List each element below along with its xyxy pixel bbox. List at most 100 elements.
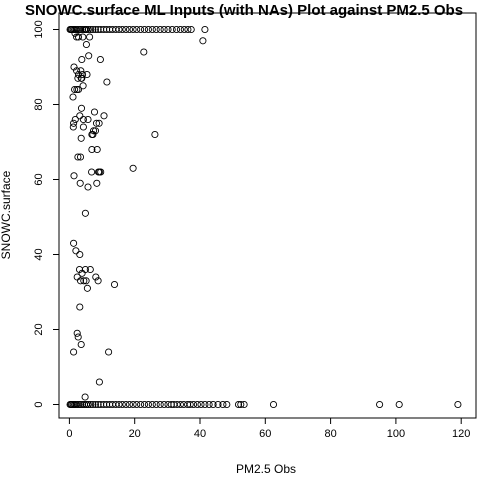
- data-point: [71, 29, 79, 37]
- data-point: [115, 25, 123, 34]
- data-point: [103, 78, 111, 86]
- data-point: [160, 25, 168, 34]
- data-point: [82, 40, 90, 49]
- data-point: [74, 74, 82, 82]
- data-point: [205, 400, 213, 409]
- data-point: [148, 25, 156, 34]
- plot-frame: [58, 12, 477, 419]
- data-point: [193, 400, 201, 409]
- data-point: [90, 108, 99, 116]
- data-point: [144, 25, 152, 34]
- data-point: [94, 25, 102, 34]
- data-point: [70, 119, 78, 127]
- y-axis-label: SNOWC.surface: [0, 170, 13, 259]
- data-point: [90, 127, 98, 135]
- data-point: [87, 25, 95, 34]
- data-point: [94, 400, 102, 409]
- data-point: [395, 400, 403, 409]
- data-point: [91, 25, 100, 34]
- data-point: [164, 25, 172, 34]
- data-point: [82, 277, 90, 285]
- y-axis: 0 20 40 60 80 100: [33, 20, 59, 408]
- data-point: [76, 112, 84, 120]
- data-point: [77, 134, 85, 142]
- data-point: [71, 115, 79, 124]
- data-point: [152, 25, 160, 34]
- data-point: [100, 112, 108, 120]
- data-point: [76, 153, 85, 161]
- data-point: [376, 400, 384, 409]
- data-point: [88, 130, 96, 139]
- chart-title: SNOWC.surface ML Inputs (with NAs) Plot …: [25, 2, 463, 19]
- data-point: [73, 329, 81, 337]
- data-point: [83, 284, 91, 292]
- data-point: [74, 333, 82, 341]
- data-point: [76, 303, 84, 311]
- data-point: [69, 93, 77, 101]
- data-point: [86, 33, 94, 41]
- data-point: [140, 48, 148, 56]
- data-point: [219, 400, 227, 409]
- data-point: [148, 400, 156, 409]
- data-point: [184, 25, 192, 34]
- data-point: [92, 273, 100, 281]
- data-point: [76, 179, 84, 187]
- data-point: [73, 33, 81, 41]
- data-point: [78, 70, 87, 79]
- data-point: [85, 52, 93, 60]
- data-point: [180, 25, 188, 34]
- data-point: [209, 400, 217, 409]
- data-point: [79, 115, 87, 124]
- x-tick-label: 60: [259, 428, 271, 440]
- data-point: [156, 400, 164, 409]
- data-point: [95, 119, 103, 127]
- data-point: [240, 400, 248, 409]
- data-point: [73, 67, 81, 75]
- data-point: [137, 25, 145, 34]
- data-point: [82, 25, 90, 34]
- data-point: [269, 400, 278, 409]
- data-point: [72, 247, 80, 255]
- data-point: [84, 400, 92, 409]
- data-point: [74, 153, 82, 161]
- data-point: [197, 400, 205, 409]
- data-point: [70, 239, 78, 247]
- x-tick-label: 0: [66, 428, 72, 440]
- data-point: [186, 400, 194, 409]
- data-point: [140, 25, 149, 34]
- data-point: [81, 393, 89, 401]
- data-point: [96, 55, 104, 64]
- data-point: [125, 400, 134, 409]
- data-point: [140, 400, 149, 409]
- data-point: [105, 348, 113, 356]
- data-point: [129, 164, 137, 172]
- y-tick-label: 60: [33, 173, 45, 185]
- x-tick-label: 20: [129, 428, 141, 440]
- data-point: [89, 400, 97, 409]
- data-point: [168, 25, 176, 34]
- data-point: [77, 67, 85, 75]
- data-point: [152, 400, 160, 409]
- x-axis: 0 20 40 60 80 100 120: [66, 418, 470, 440]
- data-point: [187, 25, 195, 34]
- data-point: [223, 400, 231, 409]
- y-tick-label: 100: [33, 20, 45, 38]
- data-point: [176, 400, 184, 409]
- data-point: [83, 70, 91, 79]
- data-point: [110, 280, 119, 289]
- data-point: [97, 168, 105, 176]
- data-point: [133, 400, 141, 409]
- x-tick-label: 120: [452, 428, 470, 440]
- data-point: [201, 400, 209, 409]
- x-axis-label: PM2.5 Obs: [236, 462, 296, 476]
- data-point: [172, 25, 181, 34]
- data-point: [77, 104, 86, 112]
- data-point: [94, 277, 102, 285]
- data-point: [189, 400, 198, 409]
- data-point: [118, 400, 126, 409]
- data-point: [74, 85, 83, 94]
- data-point: [237, 400, 245, 409]
- data-point: [88, 168, 96, 176]
- data-point: [79, 82, 87, 90]
